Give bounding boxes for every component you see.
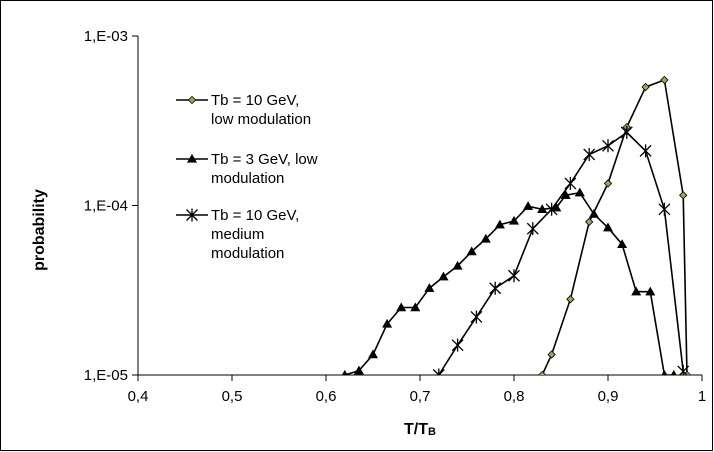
legend-swatch-marker	[187, 95, 197, 105]
series-1	[538, 75, 692, 375]
series-1-point	[585, 217, 594, 227]
series-3-point	[489, 281, 502, 295]
series-3-point	[677, 364, 690, 375]
series-2-point	[438, 271, 449, 281]
y-tick-label: 1,E-04	[84, 198, 128, 215]
series-3-point	[545, 202, 558, 216]
series-2-point	[382, 318, 393, 328]
series-3-point	[620, 125, 633, 139]
legend-label: low modulation	[211, 111, 311, 128]
series-2-point	[602, 222, 614, 232]
x-tick-label: 0,8	[504, 388, 525, 405]
series-3-point	[658, 202, 671, 216]
legend: Tb = 10 GeV, low modulation Tb = 3 GeV, lo…	[170, 92, 340, 276]
legend-item-3: Tb = 10 GeV, medium modulation	[176, 207, 299, 262]
series-3-point	[508, 269, 520, 283]
series-3-point	[564, 176, 577, 190]
series-2-point	[631, 286, 642, 296]
series-2-point	[424, 283, 435, 292]
series-3-point	[432, 368, 445, 375]
series-2-point	[670, 369, 677, 375]
x-tick-label: 0,7	[410, 388, 431, 405]
x-tick-label: 1	[698, 388, 706, 405]
series-3-point	[470, 310, 483, 324]
series-2-point	[574, 187, 585, 197]
series-2-point	[661, 369, 668, 375]
series-1-point	[679, 191, 688, 200]
legend-swatch-marker	[186, 153, 198, 163]
series-2-line	[344, 191, 674, 375]
series-3-point	[451, 338, 464, 352]
legend-label: modulation	[211, 170, 284, 187]
series-2-point	[523, 201, 534, 210]
series-2-point	[341, 369, 348, 375]
x-tick-label: 0,6	[316, 388, 337, 405]
series-2-point	[508, 215, 520, 225]
series-2-point	[466, 246, 477, 256]
legend-label: modulation	[211, 245, 284, 262]
x-axis-title-subscript: B	[428, 426, 436, 438]
legend-clip-mask	[170, 262, 340, 276]
series-2-point	[353, 365, 364, 375]
series-2-point	[367, 349, 379, 359]
legend-swatch-marker	[186, 208, 198, 222]
series-3-point	[526, 222, 539, 236]
series-2-point	[560, 190, 571, 199]
legend-label: Tb = 10 GeV,	[211, 207, 299, 224]
series-2-point	[588, 208, 599, 218]
series-2	[341, 187, 677, 375]
series-1-point	[603, 179, 613, 188]
x-tick-label: 0,9	[598, 388, 619, 405]
series-2-point	[645, 286, 656, 296]
series-2-point	[452, 260, 463, 270]
series-1-line	[541, 78, 688, 375]
series-1-point	[566, 295, 575, 304]
legend-label: Tb = 3 GeV, low	[211, 151, 318, 168]
series-3-point	[583, 147, 596, 161]
series-3-point	[602, 139, 614, 153]
legend-item-1: Tb = 10 GeV, low modulation	[176, 92, 311, 128]
series-2-point	[494, 219, 505, 229]
series-1-point	[538, 370, 547, 375]
series-3	[432, 125, 690, 375]
series-1-point	[660, 75, 669, 85]
series-layer	[341, 75, 692, 375]
series-1-point	[641, 82, 650, 92]
x-tick-label: 0,5	[222, 388, 243, 405]
series-2-point	[396, 302, 407, 312]
legend-label: medium	[211, 226, 264, 243]
series-1-point	[547, 350, 556, 359]
legend-label: Tb = 10 GeV,	[211, 92, 299, 109]
series-2-point	[537, 204, 548, 213]
y-tick-label: 1,E-05	[84, 367, 128, 384]
series-2-point	[480, 233, 491, 243]
legend-item-2: Tb = 3 GeV, low modulation	[176, 151, 318, 187]
series-2-point	[617, 239, 628, 249]
series-2-point	[410, 302, 421, 312]
x-axis-title: T/TB	[404, 421, 436, 438]
y-tick-label: 1,E-03	[84, 28, 128, 45]
y-ticks: 1,E-05 1,E-04 1,E-03	[84, 28, 138, 384]
x-ticks: 0,4 0,5 0,6 0,7 0,8 0,9 1	[128, 375, 706, 405]
x-tick-label: 0,4	[128, 388, 149, 405]
series-3-point	[639, 144, 652, 158]
y-axis-title: probability	[31, 189, 48, 271]
